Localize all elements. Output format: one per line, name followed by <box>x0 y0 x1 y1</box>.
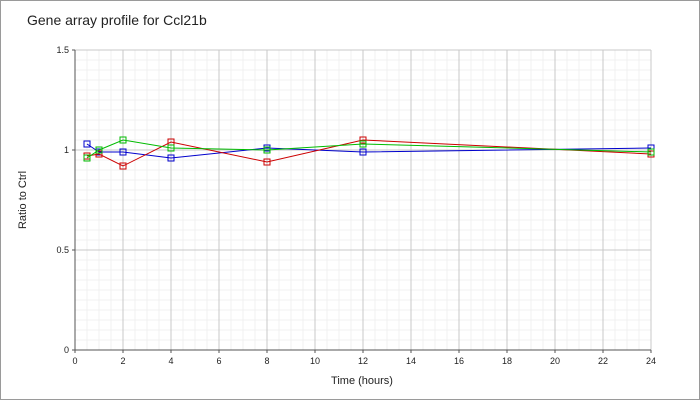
series-line <box>86 143 652 159</box>
x-tick-label: 6 <box>216 356 221 366</box>
y-axis-label: Ratio to Ctrl <box>17 171 29 229</box>
series-1 <box>83 140 655 162</box>
x-tick-label: 12 <box>358 356 368 366</box>
x-tick-label: 10 <box>310 356 320 366</box>
data-point <box>167 144 175 152</box>
x-tick-label: 8 <box>264 356 269 366</box>
x-tick-label: 22 <box>598 356 608 366</box>
data-point <box>263 158 271 166</box>
x-tick-label: 20 <box>550 356 560 366</box>
data-point <box>119 136 127 144</box>
series-line <box>86 139 652 159</box>
series-2 <box>83 136 655 170</box>
y-tick-label: 0.5 <box>56 245 69 255</box>
data-point <box>83 140 91 148</box>
data-point <box>119 162 127 170</box>
data-point <box>359 148 367 156</box>
data-point <box>263 146 271 154</box>
x-tick-label: 14 <box>406 356 416 366</box>
data-point <box>359 136 367 144</box>
data-point <box>95 150 103 158</box>
data-point <box>119 148 127 156</box>
series-line <box>86 139 652 167</box>
data-point <box>95 146 103 154</box>
y-tick-label: 1.5 <box>56 45 69 55</box>
x-tick-label: 16 <box>454 356 464 366</box>
x-tick-label: 24 <box>646 356 656 366</box>
x-axis-label: Time (hours) <box>331 375 393 387</box>
x-tick-label: 0 <box>72 356 77 366</box>
y-tick-label: 1 <box>64 145 69 155</box>
data-point <box>359 140 367 148</box>
x-tick-label: 4 <box>168 356 173 366</box>
data-point <box>647 148 655 156</box>
chart-title: Gene array profile for Ccl21b <box>27 12 207 28</box>
series-3 <box>83 136 655 162</box>
data-point <box>167 154 175 162</box>
data-point <box>83 154 91 162</box>
x-tick-label: 2 <box>120 356 125 366</box>
y-tick-label: 0 <box>64 345 69 355</box>
x-tick-label: 18 <box>502 356 512 366</box>
